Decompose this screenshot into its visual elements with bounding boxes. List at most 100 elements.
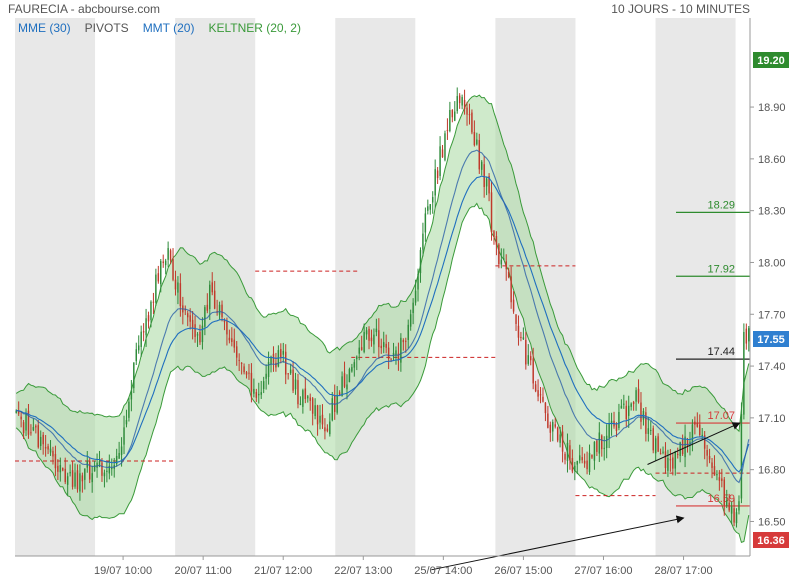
candles	[15, 87, 750, 528]
candle	[103, 469, 106, 488]
candle-body	[517, 325, 520, 338]
candle-body	[218, 304, 221, 315]
candle-body	[493, 231, 495, 237]
candle	[373, 328, 375, 354]
candle-body	[233, 339, 236, 348]
candle-body	[397, 353, 400, 360]
candle	[672, 453, 674, 476]
candle	[456, 87, 458, 114]
candle	[331, 391, 334, 422]
candle-body	[463, 99, 466, 109]
candle	[542, 387, 544, 403]
candle	[15, 409, 17, 414]
candle	[235, 340, 238, 366]
candle-body	[135, 349, 138, 362]
candle-body	[478, 140, 481, 170]
candle	[441, 144, 444, 158]
candle-body	[574, 465, 576, 472]
candle	[152, 292, 155, 314]
legend-item[interactable]: MMT (20)	[143, 21, 195, 35]
candle-body	[15, 410, 17, 413]
candle	[449, 101, 451, 133]
candle-body	[691, 424, 694, 443]
candle-body	[708, 455, 711, 460]
candle-body	[630, 403, 632, 407]
candle	[133, 362, 135, 394]
candle-body	[730, 506, 733, 514]
candle	[466, 101, 468, 126]
legend-item[interactable]: MME (30)	[18, 21, 71, 35]
candle-body	[101, 462, 103, 476]
candle	[576, 460, 579, 475]
candle-body	[637, 388, 640, 403]
candle	[326, 424, 329, 433]
candle-body	[52, 450, 54, 457]
candle-body	[623, 403, 625, 405]
candle-body	[59, 464, 62, 473]
candle	[574, 461, 576, 481]
candle-body	[39, 436, 42, 446]
candle	[125, 409, 128, 428]
candle-body	[130, 390, 133, 400]
candle-body	[593, 441, 596, 461]
candle	[20, 411, 22, 428]
candle-body	[319, 415, 321, 423]
candle-body	[240, 362, 243, 364]
candle	[307, 394, 309, 403]
candle	[534, 380, 537, 393]
level-label: 16.59	[707, 493, 735, 505]
candle-body	[583, 460, 586, 464]
candle-body	[309, 397, 311, 401]
candle-body	[321, 414, 324, 425]
candle	[657, 433, 659, 453]
candle-body	[728, 502, 730, 511]
candle	[201, 317, 204, 350]
candle-body	[44, 447, 47, 449]
candle-body	[275, 362, 277, 368]
keltner-band	[15, 94, 750, 544]
candle	[733, 498, 735, 527]
candle-body	[694, 421, 696, 425]
candle-body	[552, 421, 554, 432]
moving-averages	[16, 149, 750, 484]
candle-body	[184, 309, 187, 311]
candle	[637, 379, 640, 404]
candle	[172, 248, 174, 282]
candle-body	[302, 390, 304, 407]
candle	[81, 472, 84, 493]
candle-body	[260, 392, 262, 395]
candle	[311, 396, 314, 426]
y-tick-label: 16.80	[758, 465, 786, 477]
legend-item[interactable]: KELTNER (20, 2)	[208, 21, 300, 35]
candle	[360, 335, 363, 351]
candle	[559, 426, 561, 448]
candle-body	[228, 337, 231, 341]
candle-body	[128, 401, 130, 418]
candle	[150, 300, 152, 328]
candle	[226, 317, 228, 346]
candle-body	[723, 479, 726, 506]
x-tick-label: 20/07 11:00	[175, 565, 232, 577]
candle-body	[289, 369, 292, 374]
candle	[130, 379, 133, 412]
candle	[446, 118, 449, 140]
candle-body	[748, 328, 750, 342]
candle	[275, 352, 277, 372]
candle	[324, 418, 326, 440]
candle-body	[118, 452, 120, 459]
candle	[57, 459, 59, 480]
candle	[414, 279, 417, 306]
legend-item[interactable]: PIVOTS	[85, 21, 129, 35]
candle	[167, 241, 169, 268]
candle-body	[27, 410, 30, 435]
candle-body	[500, 259, 503, 265]
candle-body	[454, 111, 456, 121]
candle	[177, 276, 179, 305]
candle	[321, 404, 324, 429]
candle	[228, 329, 231, 344]
candle-body	[69, 472, 71, 474]
candle-body	[363, 332, 365, 352]
candle-body	[716, 473, 718, 476]
candle	[500, 248, 503, 269]
candle-body	[91, 473, 93, 483]
